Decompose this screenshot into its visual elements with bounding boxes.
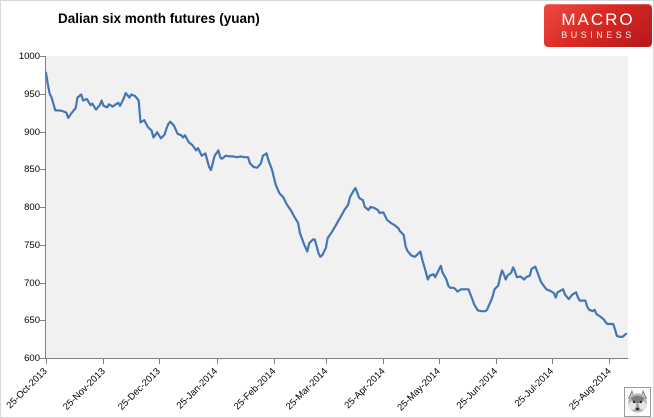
- y-axis-tick: [40, 282, 45, 284]
- y-tick-label: 800: [24, 202, 40, 213]
- x-tick-label: 25-Feb-2014: [231, 366, 278, 413]
- x-tick-label: 25-Aug-2014: [566, 366, 614, 413]
- x-tick-label: 25-Jun-2014: [454, 366, 501, 412]
- x-axis-tick: [46, 359, 47, 364]
- x-tick-label: 25-Jul-2014: [512, 366, 556, 410]
- y-tick-label: 950: [24, 88, 40, 100]
- x-axis-tick: [438, 359, 440, 364]
- x-axis-tick: [552, 359, 553, 364]
- y-axis-tick: [40, 207, 45, 208]
- y-tick-label: 600: [24, 353, 40, 364]
- y-tick-label: 850: [24, 164, 40, 176]
- y-axis-tick: [40, 244, 45, 246]
- y-axis-tick: [40, 320, 45, 322]
- x-axis-tick: [216, 359, 218, 364]
- price-line-chart: [46, 71, 628, 338]
- x-tick-label: 25-Jan-2014: [174, 366, 221, 412]
- x-tick-label: 25-May-2014: [395, 366, 443, 414]
- y-axis-tick: [40, 131, 45, 133]
- price-series-line: [46, 71, 628, 338]
- x-tick-label: 25-Dec-2013: [116, 366, 163, 413]
- x-tick-label: 25-Apr-2014: [341, 366, 388, 412]
- y-axis-tick: [40, 93, 45, 95]
- x-axis-tick: [609, 359, 611, 364]
- x-axis-tick: [103, 359, 105, 364]
- x-tick-label: 25-Oct-2013: [4, 366, 50, 412]
- y-axis-tick: [40, 56, 45, 57]
- x-axis-tick: [273, 359, 275, 364]
- x-tick-label: 25-Mar-2014: [283, 366, 330, 413]
- y-axis-tick: [40, 169, 45, 171]
- x-axis-tick: [325, 359, 327, 364]
- x-axis-tick: [159, 359, 161, 364]
- y-tick-label: 650: [24, 315, 40, 327]
- logo-text-business: BUSINESS: [561, 29, 635, 40]
- chart-title: Dalian six month futures (yuan): [58, 11, 260, 26]
- wolf-icon: [628, 390, 647, 414]
- y-axis-tick: [40, 358, 45, 359]
- wolf-mascot-logo: [624, 387, 651, 417]
- y-tick-label: 750: [24, 239, 40, 251]
- logo-text-macro: MACRO: [561, 9, 635, 29]
- macrobusiness-logo: MACRO BUSINESS: [544, 4, 652, 47]
- plot-area: [45, 56, 628, 359]
- y-tick-label: 1000: [18, 51, 40, 62]
- y-tick-label: 900: [24, 126, 40, 138]
- x-axis-tick: [383, 359, 385, 364]
- x-axis-tick: [496, 359, 498, 364]
- y-tick-label: 700: [24, 277, 40, 289]
- x-tick-label: 25-Nov-2013: [60, 366, 108, 413]
